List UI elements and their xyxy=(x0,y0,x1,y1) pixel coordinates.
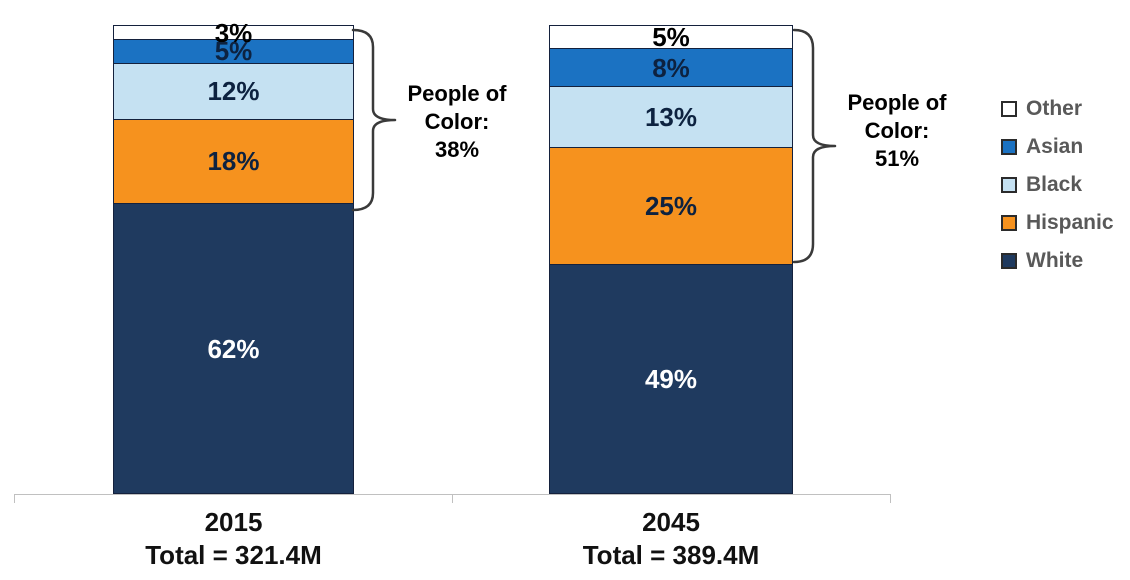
legend-label: White xyxy=(1026,248,1084,272)
segment-value-label: 8% xyxy=(652,52,690,83)
segment-value-label: 13% xyxy=(644,101,698,132)
annotation-value: 38% xyxy=(434,137,480,162)
segment-value-label: 25% xyxy=(644,191,698,222)
segment-value-label: 18% xyxy=(207,146,260,177)
legend-label: Black xyxy=(1026,172,1083,196)
legend-label: Asian xyxy=(1026,134,1084,158)
bar-segment-white: 49% xyxy=(549,264,793,494)
bar-segment-asian: 5% xyxy=(113,36,354,67)
annotation-line: Color: xyxy=(864,118,930,143)
legend-label: Other xyxy=(1026,96,1083,120)
category-label-2045: 2045 xyxy=(642,507,700,537)
bar-segment-other: 5% xyxy=(549,22,793,53)
legend-item-asian: Asian xyxy=(1001,135,1114,158)
bar-2015: 3% 5% 12% 18% 62% xyxy=(113,20,354,494)
legend-swatch-icon xyxy=(1001,138,1017,155)
segment-value-label: 3% xyxy=(214,17,253,48)
segment-value-label: 49% xyxy=(644,364,698,395)
legend-swatch-icon xyxy=(1001,100,1017,117)
legend-swatch-icon xyxy=(1001,252,1017,269)
legend-swatch-icon xyxy=(1001,214,1017,231)
segment-value-label: 62% xyxy=(207,333,260,364)
category-label-2015: 2015 xyxy=(204,507,263,537)
bar-2045: 5% 8% 13% 25% 49% xyxy=(549,22,793,494)
total-label-2015: Total = 321.4M xyxy=(145,540,322,570)
bar-segment-black: 12% xyxy=(113,62,354,119)
annotation-value: 51% xyxy=(874,146,920,171)
annotation-line: People of xyxy=(407,81,507,106)
segment-value-label: 5% xyxy=(214,36,253,67)
legend-label: Hispanic xyxy=(1026,210,1114,234)
legend-item-black: Black xyxy=(1001,173,1114,196)
bar-segment-white: 62% xyxy=(113,203,354,494)
segment-value-label: 5% xyxy=(652,22,690,53)
legend-item-other: Other xyxy=(1001,97,1114,120)
bar-segment-hispanic: 25% xyxy=(549,146,793,265)
legend-item-hispanic: Hispanic xyxy=(1001,211,1114,234)
legend-swatch-icon xyxy=(1001,176,1017,193)
people-of-color-brace-2045 xyxy=(792,28,837,264)
bar-segment-black: 13% xyxy=(549,85,793,147)
total-label-2045: Total = 389.4M xyxy=(582,540,760,570)
bar-segment-other: 3% xyxy=(113,20,354,46)
people-of-color-annotation-2045: People of Color: 51% xyxy=(832,89,962,173)
bar-segment-asian: 8% xyxy=(549,48,793,86)
annotation-line: People of xyxy=(847,90,947,115)
x-axis-tick xyxy=(14,494,15,503)
people-of-color-brace-2015 xyxy=(351,28,397,212)
x-axis-tick xyxy=(452,494,453,503)
bar-segment-hispanic: 18% xyxy=(113,118,354,204)
legend: Other Asian Black Hispanic White xyxy=(1001,97,1114,290)
annotation-line: Color: xyxy=(424,109,490,134)
people-of-color-annotation-2015: People of Color: 38% xyxy=(392,80,522,164)
x-axis-tick xyxy=(890,494,891,503)
legend-item-white: White xyxy=(1001,249,1114,272)
segment-value-label: 12% xyxy=(207,76,260,107)
